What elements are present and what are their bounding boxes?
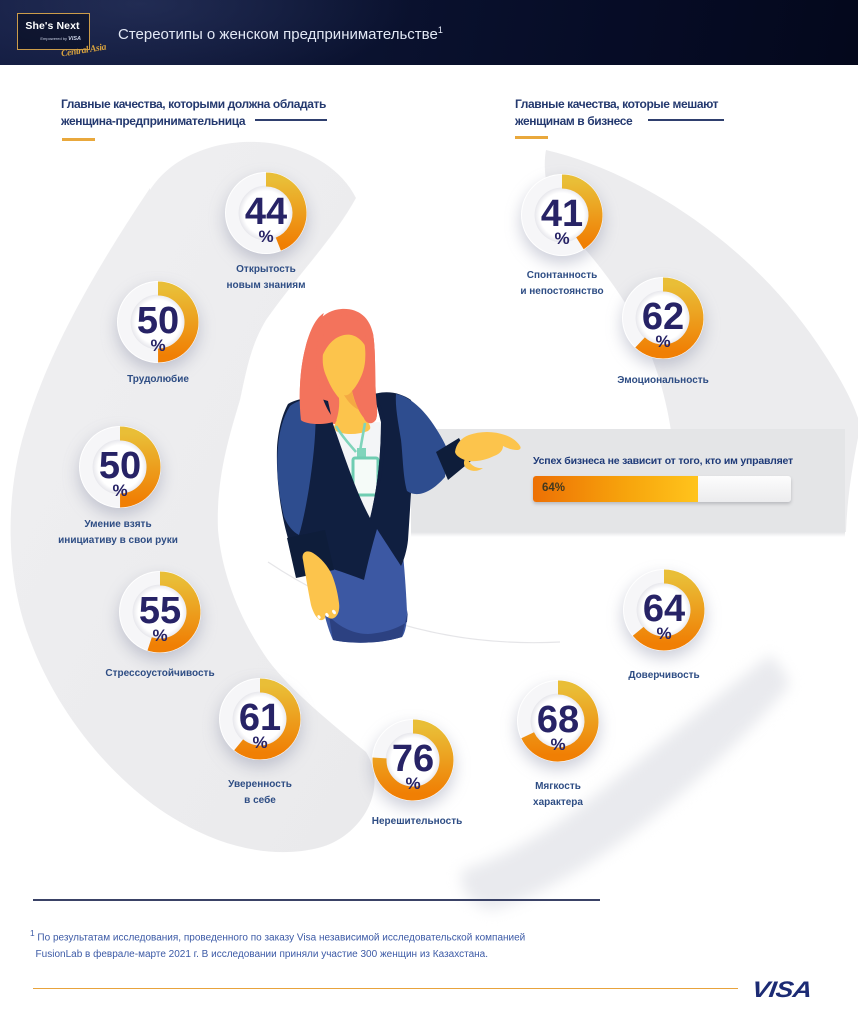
svg-text:%: % <box>112 481 127 500</box>
svg-text:50: 50 <box>99 445 141 487</box>
svg-text:%: % <box>655 332 670 351</box>
svg-text:%: % <box>554 229 569 248</box>
svg-text:%: % <box>656 624 671 643</box>
svg-text:%: % <box>405 774 420 793</box>
svg-text:%: % <box>150 336 165 355</box>
svg-text:50: 50 <box>137 300 179 342</box>
svg-text:%: % <box>550 735 565 754</box>
svg-text:41: 41 <box>541 193 583 235</box>
svg-text:44: 44 <box>245 191 287 233</box>
svg-text:55: 55 <box>139 590 181 632</box>
svg-text:62: 62 <box>642 296 684 338</box>
svg-text:%: % <box>258 227 273 246</box>
svg-text:%: % <box>152 626 167 645</box>
svg-text:%: % <box>252 733 267 752</box>
svg-text:61: 61 <box>239 697 281 739</box>
svg-text:68: 68 <box>537 699 579 741</box>
svg-text:64: 64 <box>643 588 685 630</box>
svg-text:76: 76 <box>392 738 434 780</box>
